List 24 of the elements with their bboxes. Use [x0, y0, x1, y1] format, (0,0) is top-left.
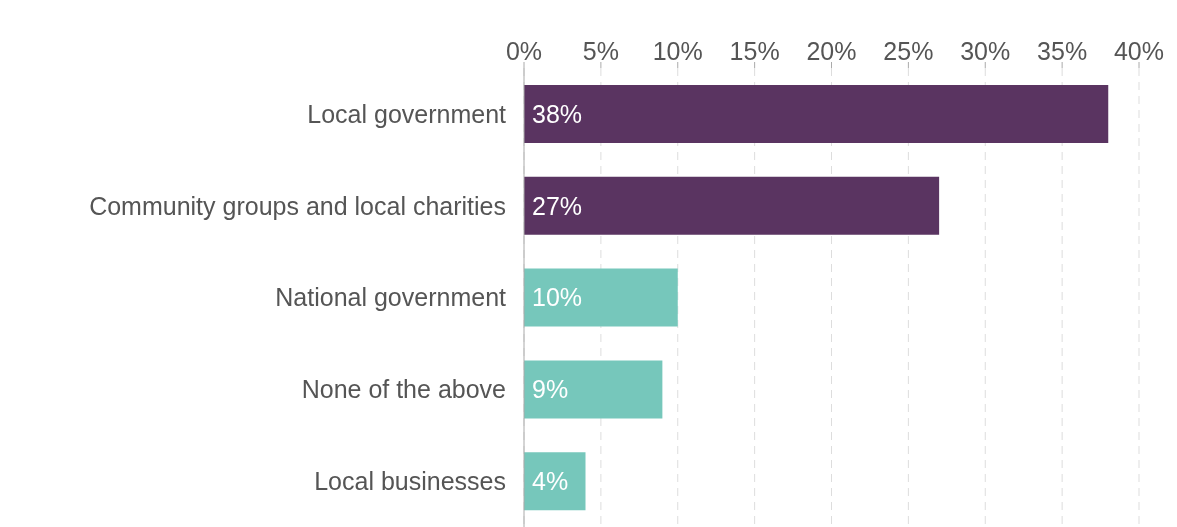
bar — [524, 452, 586, 511]
x-tick-label: 35% — [1037, 37, 1088, 65]
bar — [524, 176, 940, 235]
data-label: 27% — [532, 191, 583, 220]
x-tick-label: 40% — [1113, 37, 1165, 65]
x-tick-label: 25% — [883, 37, 934, 65]
x-tick-label: 0% — [505, 37, 543, 65]
x-tick-label: 10% — [652, 37, 703, 65]
data-label: 38% — [532, 99, 583, 128]
y-tick-label: Local businesses — [314, 466, 506, 495]
y-tick-label: None of the above — [301, 375, 506, 404]
x-tick-label: 5% — [582, 37, 619, 65]
data-label: 10% — [532, 283, 583, 312]
bar — [524, 85, 1109, 143]
y-tick-label: Community groups and local charities — [89, 191, 506, 220]
x-tick-label: 15% — [729, 37, 780, 65]
data-label: 9% — [532, 375, 569, 404]
bar — [524, 268, 678, 327]
data-label: 4% — [532, 467, 569, 496]
x-tick-label: 20% — [806, 37, 857, 65]
y-tick-label: Local government — [307, 99, 507, 128]
x-tick-label: 30% — [960, 37, 1011, 65]
y-tick-label: National government — [275, 283, 507, 312]
bar — [524, 360, 663, 419]
